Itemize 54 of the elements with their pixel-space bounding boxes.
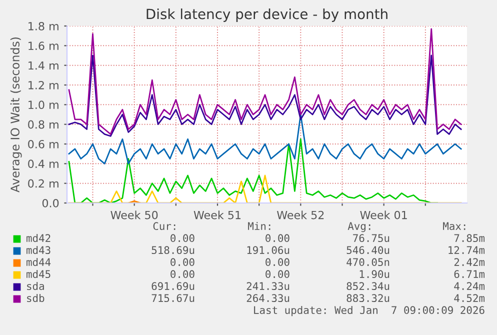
chart-title: Disk latency per device - by month bbox=[146, 8, 388, 22]
text: 883.32u bbox=[346, 294, 390, 302]
text: 264.33u bbox=[246, 294, 290, 302]
line-series bbox=[68, 54, 462, 137]
x-tick-label: Week 50 bbox=[110, 210, 158, 220]
y-tick-label: 0.4 m bbox=[28, 160, 58, 168]
text: 691.69u bbox=[152, 282, 194, 290]
legend-label: md43 bbox=[26, 246, 50, 254]
text: 7.85m bbox=[454, 234, 485, 242]
text: 76.75u bbox=[353, 234, 390, 242]
text: 2.42m bbox=[454, 258, 485, 266]
y-tick-label: 0.6 m bbox=[28, 140, 58, 148]
text: 12.74m bbox=[448, 246, 485, 254]
text: 4.52m bbox=[454, 294, 485, 302]
text: 0.00 bbox=[266, 258, 290, 266]
text: 0.00 bbox=[266, 234, 290, 242]
text: Last update: Wed Jan 7 09:00:09 2026 bbox=[254, 306, 484, 316]
text: 1.90u bbox=[360, 270, 390, 278]
y-tick-label: 1.4 m bbox=[28, 61, 58, 70]
line-series bbox=[68, 28, 462, 135]
text: Cur: bbox=[153, 222, 176, 230]
y-tick-label: 1.8 m bbox=[28, 22, 58, 30]
y-tick-label: 1.0 m bbox=[28, 100, 58, 110]
x-tick-label: Week 52 bbox=[276, 210, 324, 220]
text: 191.06u bbox=[247, 246, 290, 254]
text: 0.00 bbox=[266, 270, 290, 278]
legend-label: sda bbox=[27, 282, 44, 290]
legend-label: md42 bbox=[26, 234, 50, 242]
y-tick-label: 0.8 m bbox=[28, 120, 58, 129]
x-tick-label: Week 51 bbox=[194, 210, 241, 220]
text: 852.34u bbox=[346, 282, 390, 290]
text: 0.00 bbox=[170, 258, 194, 266]
text: 6.71m bbox=[454, 270, 485, 278]
text: 0.00 bbox=[170, 270, 194, 278]
text: 241.33u bbox=[246, 282, 290, 290]
y-tick-label: 1.6 m bbox=[28, 42, 58, 50]
y-tick-label: 0.0 bbox=[42, 198, 59, 208]
text: Avg: bbox=[348, 222, 370, 232]
legend-label: md44 bbox=[26, 258, 51, 266]
line-series bbox=[68, 114, 462, 164]
y-tick-label: 1.2 m bbox=[28, 80, 58, 90]
text: 0.00 bbox=[170, 234, 194, 242]
y-tick-label: 0.2 m bbox=[28, 179, 58, 188]
text: 546.40u bbox=[346, 246, 390, 254]
x-tick-label: Week 01 bbox=[360, 210, 407, 220]
legend-label: md45 bbox=[26, 270, 50, 278]
text: 4.24m bbox=[454, 282, 485, 290]
text: Min: bbox=[248, 222, 270, 230]
text: 470.05n bbox=[346, 258, 390, 266]
legend-label: sdb bbox=[27, 294, 44, 302]
text: 518.69u bbox=[152, 246, 194, 254]
text: Max: bbox=[443, 222, 466, 230]
text: 715.67u bbox=[152, 294, 194, 302]
y-axis-title: Average IO Wait (seconds) bbox=[10, 37, 22, 192]
